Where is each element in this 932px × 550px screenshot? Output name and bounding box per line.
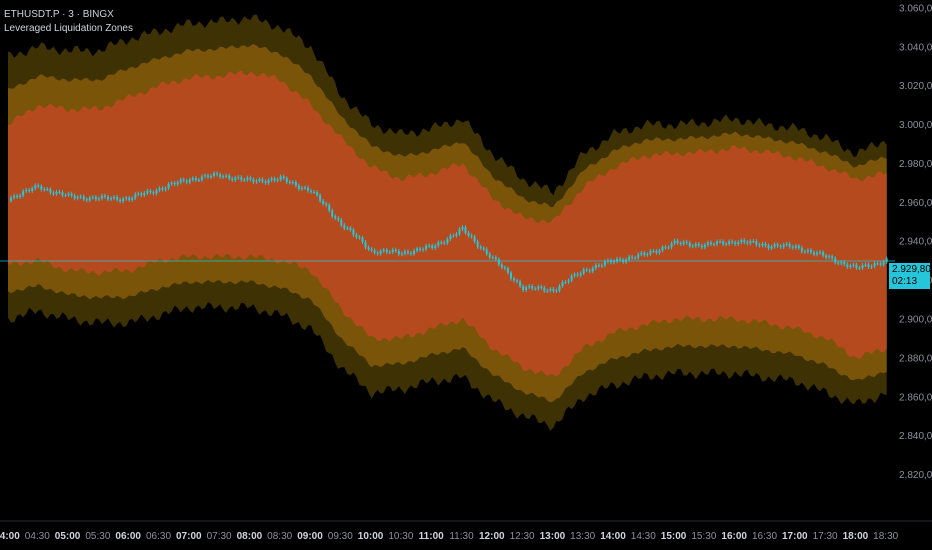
price-tick-label: 2.860,00 (899, 392, 932, 403)
time-tick-label: 07:30 (207, 531, 232, 542)
time-tick-label: 18:30 (873, 531, 898, 542)
last-price-tag: 2.929,80 02:13 (889, 263, 931, 289)
time-tick-label: 05:00 (55, 531, 81, 542)
time-tick-label: 11:00 (419, 531, 444, 542)
time-tick-label: 13:00 (540, 531, 566, 542)
time-tick-label: 15:00 (661, 531, 687, 542)
time-tick-label: 10:00 (358, 531, 384, 542)
time-tick-label: 11:30 (449, 531, 474, 542)
price-tick-label: 3.020,00 (899, 81, 932, 92)
time-tick-label: 17:00 (782, 531, 808, 542)
bar-countdown: 02:13 (892, 276, 918, 287)
time-tick-label: 14:30 (631, 531, 656, 542)
chart-legend: ETHUSDT.P · 3 · BINGX Leveraged Liquidat… (4, 8, 133, 36)
price-tick-label: 2.980,00 (899, 159, 932, 170)
time-tick-label: 17:30 (813, 531, 838, 542)
price-tick-label: 3.060,00 (899, 3, 932, 14)
time-axis[interactable]: 04:00 04:30 05:00 05:30 06:00 06:30 07:00 07:30… (0, 531, 899, 542)
time-tick-label: 08:00 (237, 531, 263, 542)
price-tick-label: 3.000,00 (899, 120, 932, 131)
price-tick-label: 3.040,00 (899, 42, 932, 53)
time-tick-label: 12:00 (479, 531, 505, 542)
time-tick-label: 16:00 (721, 531, 747, 542)
inner-liquidation-band (8, 70, 887, 377)
time-tick-label: 05:30 (85, 531, 110, 542)
last-price-value: 2.929,80 (892, 264, 931, 275)
price-tick-label: 2.960,00 (899, 198, 932, 209)
time-tick-label: 14:00 (600, 531, 626, 542)
time-tick-label: 15:30 (691, 531, 716, 542)
price-tick-label: 2.820,00 (899, 470, 932, 481)
time-tick-label: 07:00 (176, 531, 202, 542)
price-axis[interactable]: 3.060,00 3.040,00 3.020,00 3.000,00 2.980,00… (899, 3, 932, 481)
time-tick-label: 08:30 (267, 531, 292, 542)
price-candles (10, 171, 888, 293)
time-tick-label: 16:30 (752, 531, 777, 542)
price-tick-label: 2.880,00 (899, 353, 932, 364)
time-tick-label: 06:30 (146, 531, 171, 542)
time-tick-label: 12:30 (510, 531, 535, 542)
price-tick-label: 2.840,00 (899, 431, 932, 442)
time-tick-label: 09:00 (297, 531, 323, 542)
time-tick-label: 10:30 (388, 531, 413, 542)
indicator-name[interactable]: Leveraged Liquidation Zones (4, 23, 133, 34)
time-tick-label: 06:00 (115, 531, 141, 542)
time-tick-label: 18:00 (843, 531, 869, 542)
liquidation-bands (8, 14, 887, 431)
price-tick-label: 2.940,00 (899, 237, 932, 248)
time-tick-label: 04:30 (25, 531, 50, 542)
time-tick-label: 09:30 (328, 531, 353, 542)
time-tick-label: 13:30 (570, 531, 595, 542)
symbol-line[interactable]: ETHUSDT.P · 3 · BINGX (4, 9, 114, 20)
time-tick-label: 04:00 (0, 531, 20, 542)
price-tick-label: 2.900,00 (899, 315, 932, 326)
